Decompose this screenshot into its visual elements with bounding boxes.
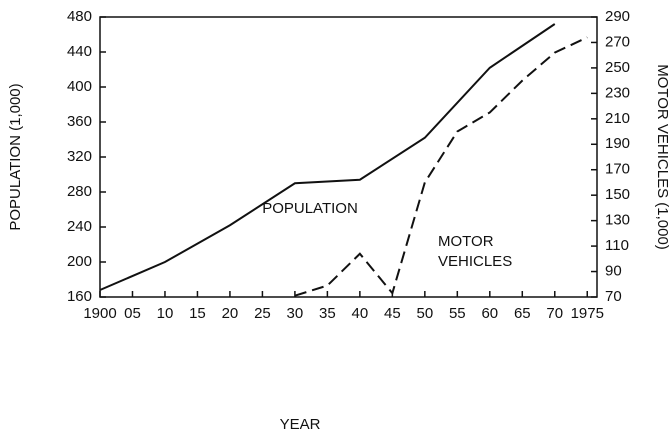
y-tick-label: 400 — [67, 78, 92, 95]
y-tick-label: 360 — [67, 113, 92, 130]
y-tick-label: 240 — [67, 218, 92, 235]
y2-axis-label: MOTOR VEHICLES (1,000) — [654, 64, 671, 250]
y2-tick-label: 130 — [605, 212, 630, 229]
y-tick-label: 280 — [67, 183, 92, 200]
y2-tick-label: 70 — [605, 288, 622, 305]
y2-tick-label: 170 — [605, 161, 630, 178]
x-tick-label: 30 — [287, 305, 304, 322]
x-tick-label: 1900 — [83, 305, 116, 322]
y-tick-label: 320 — [67, 148, 92, 165]
x-tick-label: 55 — [449, 305, 466, 322]
y-tick-label: 160 — [67, 288, 92, 305]
y2-tick-label: 290 — [605, 8, 630, 25]
x-tick-label: 15 — [189, 305, 206, 322]
x-tick-label: 50 — [416, 305, 433, 322]
y2-tick-label: 150 — [605, 186, 630, 203]
x-tick-label: 60 — [481, 305, 498, 322]
plot-frame — [99, 16, 598, 298]
x-axis-label: YEAR — [280, 416, 321, 433]
x-tick-label: 05 — [124, 305, 141, 322]
x-tick-label: 25 — [254, 305, 271, 322]
annotation: POPULATION — [262, 200, 358, 217]
y2-tick-label: 190 — [605, 135, 630, 152]
annotation: MOTOR VEHICLES — [438, 233, 512, 270]
y2-tick-label: 210 — [605, 110, 630, 127]
y-tick-label: 440 — [67, 43, 92, 60]
x-tick-label: 65 — [514, 305, 531, 322]
y-tick-label: 200 — [67, 253, 92, 270]
x-tick-label: 35 — [319, 305, 336, 322]
x-tick-label: 45 — [384, 305, 401, 322]
line-series — [294, 36, 588, 297]
x-tick-label: 20 — [222, 305, 239, 322]
x-tick-label: 10 — [157, 305, 174, 322]
y-axis-label: POPULATION (1,000) — [7, 83, 24, 230]
x-tick-label: 1975 — [571, 305, 604, 322]
x-tick-label: 70 — [546, 305, 563, 322]
y2-tick-label: 230 — [605, 84, 630, 101]
y2-tick-label: 110 — [605, 237, 629, 254]
y2-tick-label: 90 — [605, 263, 622, 280]
x-tick-label: 40 — [352, 305, 369, 322]
y-tick-label: 480 — [67, 8, 92, 25]
y2-tick-label: 270 — [605, 33, 630, 50]
y2-tick-label: 250 — [605, 59, 630, 76]
line-series — [99, 23, 556, 291]
